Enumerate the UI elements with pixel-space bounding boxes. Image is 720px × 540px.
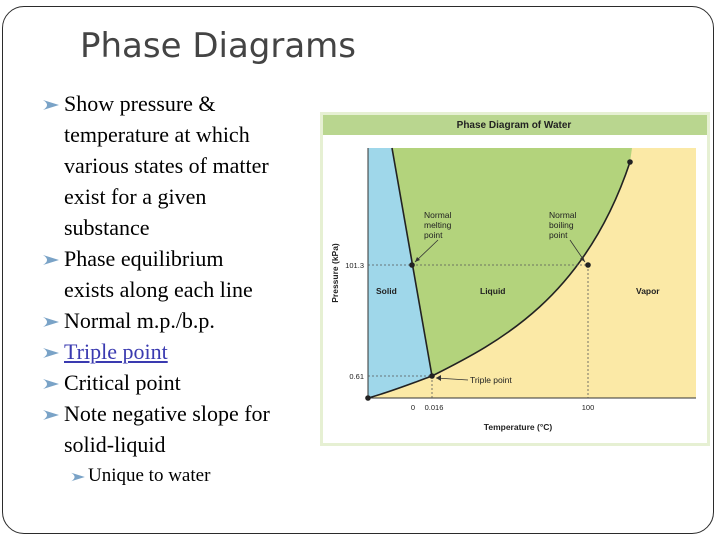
vaporization-curve (431, 161, 631, 377)
bullet-line: Critical point (64, 370, 181, 395)
boiling-arrowhead (580, 256, 585, 262)
boiling-label-line: point (549, 230, 568, 240)
bullet-line: temperature at which (64, 122, 250, 147)
figure-header-band (323, 115, 707, 135)
bullet-glyph-icon (43, 317, 59, 327)
boiling-label-line: Normal (549, 210, 577, 220)
bullet-line: various states of matter (64, 153, 269, 178)
bullet-list: Show pressure & temperature at which var… (20, 88, 320, 490)
bullet-item: Phase equilibrium exists along each line (20, 243, 320, 305)
bullet-glyph-icon (43, 410, 59, 420)
triple-arrowhead (436, 375, 441, 381)
bullet-glyph-icon (43, 100, 59, 110)
melting-arrow (414, 239, 439, 263)
diagram-title: Phase Diagram of Water (457, 120, 572, 131)
sublimation-curve (367, 375, 433, 399)
melting-label-line: Normal (424, 210, 452, 220)
y-axis-label: Pressure (kPa) (330, 243, 340, 303)
x-tick-label: 0.016 (425, 403, 444, 412)
normal-melting-point-dot (409, 262, 415, 268)
melting-label-line: point (424, 230, 443, 240)
bullet-line: exist for a given (64, 184, 207, 209)
triple-point-dot (429, 373, 435, 379)
x-axis-label: Temperature (°C) (484, 422, 553, 432)
bullet-line: solid-liquid (64, 432, 166, 457)
melting-curve (391, 147, 433, 377)
melting-arrowhead (415, 257, 420, 262)
sub-bullet-text: Unique to water (88, 465, 211, 486)
liquid-region (392, 148, 632, 376)
phase-diagram-figure: Phase Diagram of Water (320, 112, 710, 446)
normal-boiling-point-dot (585, 262, 591, 268)
bullet-item: Show pressure & temperature at which var… (20, 88, 320, 243)
bullet-line: exists along each line (64, 277, 253, 302)
vapor-region-label: Vapor (636, 286, 660, 296)
solid-region (368, 148, 432, 398)
origin-dot (365, 395, 371, 401)
boiling-label-line: boiling (549, 220, 574, 230)
bullet-glyph-icon (43, 379, 59, 389)
bullet-item: Note negative slope for solid-liquid (20, 398, 320, 460)
y-tick-label: 0.61 (349, 372, 364, 381)
bullet-item: Triple point (20, 336, 320, 367)
triple-label: Triple point (470, 375, 512, 385)
y-tick-label: 101.3 (345, 261, 364, 270)
sub-bullet-item: Unique to water (20, 462, 320, 490)
bullet-glyph-icon (43, 348, 59, 358)
bullet-line: Phase equilibrium (64, 246, 224, 271)
bullet-item: Critical point (20, 367, 320, 398)
bullet-line: Normal m.p./b.p. (64, 308, 215, 333)
slide-title: Phase Diagrams (80, 26, 357, 66)
bullet-item: Normal m.p./b.p. (20, 305, 320, 336)
solid-region-label: Solid (376, 286, 397, 296)
x-tick-label: 0 (411, 403, 415, 412)
bullet-glyph-icon (43, 255, 59, 265)
critical-point-dot (627, 159, 633, 165)
triple-arrow (435, 377, 469, 381)
bullet-line: substance (64, 215, 150, 240)
sub-bullet-glyph-icon (71, 472, 85, 482)
phase-diagram-svg: Phase Diagram of Water (320, 112, 710, 446)
bullet-line: Show pressure & (64, 91, 216, 116)
liquid-region-label: Liquid (480, 286, 506, 296)
melting-label-line: melting (424, 220, 452, 230)
x-tick-label: 100 (582, 403, 595, 412)
triple-point-link[interactable]: Triple point (64, 339, 168, 364)
bullet-line: Note negative slope for (64, 401, 270, 426)
